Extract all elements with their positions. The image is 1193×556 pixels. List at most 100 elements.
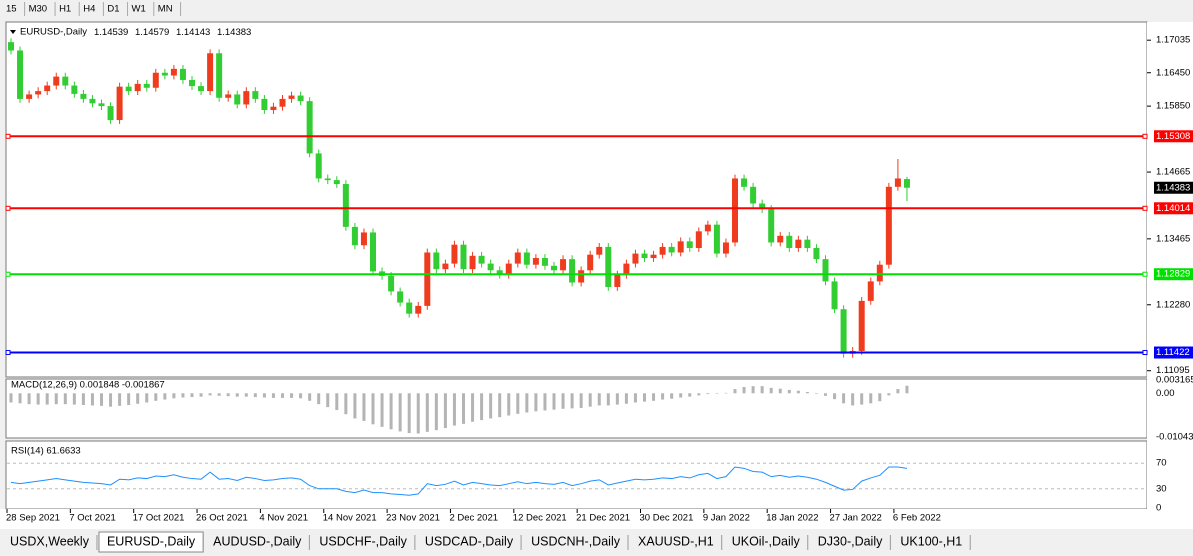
tab-label[interactable]: AUDUSD-,Daily	[213, 534, 302, 548]
candle-body	[704, 224, 711, 232]
histogram-bar	[407, 393, 411, 434]
tab[interactable]: EURUSD-,Daily	[98, 531, 204, 553]
candle-body	[261, 98, 268, 111]
date-label: 18 Jan 2022	[766, 513, 818, 524]
histogram-bar	[588, 393, 592, 407]
tab-label[interactable]: USDCAD-,Daily	[425, 534, 514, 548]
histogram-bar	[389, 393, 393, 430]
candle-body	[523, 252, 530, 265]
candle-body	[713, 224, 720, 254]
tab-label[interactable]: EURUSD-,Daily	[107, 534, 196, 548]
date-label: 27 Jan 2022	[830, 513, 882, 524]
y-tick-label: 1.15850	[1156, 101, 1190, 112]
candle-body	[569, 259, 576, 283]
candle-body	[44, 85, 51, 92]
date-label: 30 Dec 2021	[640, 513, 694, 524]
histogram-bar	[742, 386, 746, 394]
level-label: 1.12829	[1156, 269, 1190, 280]
timeframe-button[interactable]: H1	[59, 4, 71, 15]
timeframe-button[interactable]: MN	[158, 4, 173, 15]
tab-label[interactable]: XAUUSD-,H1	[638, 534, 714, 548]
candle-body	[179, 68, 186, 80]
histogram-bar	[878, 393, 882, 402]
histogram-bar	[661, 393, 665, 400]
timeframe-button[interactable]: W1	[132, 4, 146, 15]
y-tick-label: 0.00	[1156, 388, 1175, 399]
histogram-bar	[163, 393, 167, 400]
tab-label[interactable]: UK100-,H1	[900, 534, 962, 548]
tab[interactable]: AUDUSD-,Daily	[205, 532, 310, 552]
tab[interactable]: UK100-,H1	[892, 532, 971, 552]
candle-body	[161, 72, 168, 76]
timeframe-button[interactable]: H4	[83, 4, 95, 15]
candle-body	[53, 76, 60, 86]
histogram-bar	[643, 393, 646, 402]
level-handle	[1142, 205, 1148, 211]
y-tick-label: 1.16450	[1156, 67, 1190, 78]
candle-body	[677, 241, 684, 253]
candle-body	[686, 241, 693, 249]
level-label-box	[1154, 130, 1193, 143]
histogram-bar	[507, 393, 511, 416]
tab-label[interactable]: USDX,Weekly	[10, 534, 90, 548]
y-tick-label: 30	[1156, 483, 1167, 494]
histogram-bar	[45, 393, 49, 405]
candle-body	[297, 95, 304, 102]
histogram-bar	[715, 393, 719, 394]
tab-label[interactable]: USDCHF-,Daily	[319, 534, 407, 548]
candle-body	[741, 178, 748, 187]
timeframe-button[interactable]: D1	[107, 4, 119, 15]
histogram-bar	[290, 393, 294, 398]
tab[interactable]: DJ30-,Daily	[809, 532, 891, 552]
histogram-bar	[769, 387, 773, 394]
tab[interactable]: USDX,Weekly	[2, 532, 98, 552]
candle-body	[98, 103, 105, 107]
level-handle	[1142, 133, 1148, 139]
histogram-bar	[896, 389, 900, 394]
histogram-bar	[652, 393, 656, 401]
candle-body	[732, 178, 738, 243]
candle-body	[333, 180, 340, 185]
candle-body	[35, 91, 42, 95]
candle-body	[831, 281, 838, 310]
tab[interactable]: USDCAD-,Daily	[416, 532, 522, 552]
candle-body	[26, 94, 33, 99]
histogram-bar	[317, 393, 321, 405]
tab-label[interactable]: USDCNH-,Daily	[531, 534, 621, 548]
histogram-bar	[543, 393, 547, 411]
histogram-bar	[208, 393, 212, 396]
y-tick-label: 1.17035	[1156, 35, 1190, 46]
candle-body	[587, 254, 594, 271]
tab[interactable]: UKOil-,Daily	[723, 532, 809, 552]
histogram-bar	[235, 393, 239, 397]
candle-body	[759, 203, 766, 210]
date-label: 4 Nov 2021	[259, 513, 308, 524]
tab[interactable]: XAUUSD-,H1	[629, 532, 723, 552]
candle-body	[813, 248, 820, 260]
candle-body	[786, 235, 793, 249]
tab[interactable]: USDCHF-,Daily	[311, 532, 416, 552]
histogram-bar	[851, 393, 855, 406]
tab-label[interactable]: DJ30-,Daily	[818, 534, 883, 548]
rsi-line	[10, 466, 908, 496]
candle-body	[903, 179, 910, 188]
date-label: 17 Oct 2021	[133, 513, 185, 524]
histogram-bar	[271, 393, 275, 398]
tab-label[interactable]: UKOil-,Daily	[732, 534, 801, 548]
candle-body	[234, 94, 241, 105]
y-tick-label: 0.003165	[1156, 375, 1193, 386]
macd-title: MACD(12,26,9) 0.001848 -0.001867	[11, 380, 165, 391]
histogram-bar	[281, 393, 284, 398]
candle-body	[71, 85, 78, 94]
histogram-bar	[362, 393, 366, 421]
timeframe-button[interactable]: M30	[29, 4, 47, 15]
tab[interactable]: USDCNH-,Daily	[523, 532, 629, 552]
histogram-bar	[335, 393, 339, 411]
candle-body	[532, 258, 539, 265]
histogram-bar	[633, 393, 637, 403]
timeframe-button[interactable]: 15	[6, 4, 17, 15]
histogram-bar	[579, 393, 583, 408]
level-label-box	[1154, 268, 1193, 281]
candle-body	[768, 209, 775, 243]
